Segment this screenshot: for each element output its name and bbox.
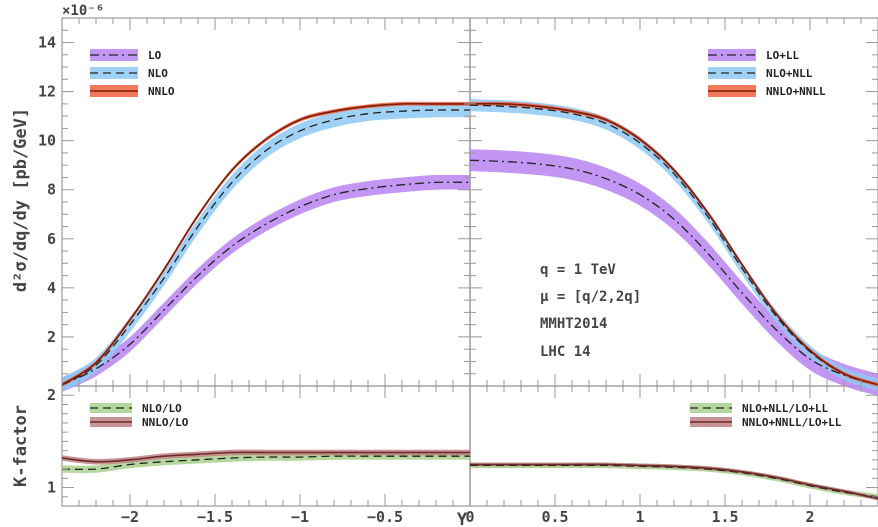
legend-label-nnlo: NNLO	[148, 85, 175, 98]
main-y-tick-label: 8	[47, 181, 56, 199]
x-tick-label: 2	[805, 508, 814, 526]
line-lo-ll-right	[469, 159, 878, 386]
line-nlo-nll-right	[469, 104, 878, 386]
band-nnlo-nnll-right	[470, 101, 878, 387]
legends: LONLONNLOLO+LLNLO+NLLNNLO+NNLLNLO/LONNLO…	[90, 49, 842, 429]
x-tick-label: 1	[635, 508, 644, 526]
annotation-scale: μ = [q/2,2q]	[540, 289, 641, 305]
legend-label-nnlo-nnll: NNLO+NNLL	[766, 85, 826, 98]
main-lines	[61, 102, 878, 386]
legend-label-nlo-nll: NLO+NLL	[766, 67, 813, 80]
x-tick-label: −0.5	[367, 508, 403, 526]
x-tick-label: −1.5	[197, 508, 233, 526]
main-y-tick-label: 4	[47, 279, 56, 297]
band-nlo-lo-left	[62, 452, 470, 474]
ratio-lines	[61, 451, 878, 500]
main-y-tick-label: 2	[47, 328, 56, 346]
axis-ticks	[61, 18, 878, 506]
legend-label-nlo-lo: NLO/LO	[142, 402, 182, 415]
band-nlo-nll-right	[470, 99, 878, 391]
band-lo-left	[62, 174, 470, 393]
ratio-y-axis-title: K-factor	[11, 405, 31, 487]
annotation-energy: q = 1 TeV	[540, 262, 616, 278]
annotation-collider: LHC 14	[540, 344, 591, 360]
line-nlo-left	[61, 109, 471, 386]
x-axis-title: Y	[457, 510, 468, 527]
legend-label-nnlo-lo: NNLO/LO	[142, 416, 189, 429]
band-nnlo-lo-left	[62, 449, 470, 465]
line-nnlo-left	[61, 102, 470, 386]
main-y-tick-label: 6	[47, 230, 56, 248]
line-nnlo-nnll-right	[469, 102, 878, 386]
legend-label-nlo-nll-lo-ll: NLO+NLL/LO+LL	[742, 402, 828, 415]
x-tick-label: 1.5	[711, 508, 738, 526]
line-lo-left	[61, 181, 471, 386]
band-nlo-left	[62, 102, 470, 393]
x-tick-label: −1	[291, 508, 309, 526]
legend-label-lo-ll: LO+LL	[766, 49, 799, 62]
legend-label-nnlo-nnll-lo-ll: NNLO+NNLL/LO+LL	[742, 416, 842, 429]
legend-swatch-nlo-nll	[708, 67, 756, 79]
legend-swatch-nlo	[90, 67, 138, 79]
x-tick-label: 0	[465, 508, 474, 526]
x-tick-label: −2	[121, 508, 139, 526]
line-nnlo-lo-left	[61, 451, 470, 463]
main-y-tick-label: 10	[38, 132, 56, 150]
line-nlo-lo-left	[61, 455, 470, 471]
main-y-tick-label: 14	[38, 34, 56, 52]
main-y-tick-label: 12	[38, 83, 56, 101]
x-tick-label: 0.5	[541, 508, 568, 526]
line-nnlo-nnll-lo-ll-right	[470, 463, 878, 500]
band-lo-ll-right	[470, 149, 878, 396]
ratio-y-tick-label: 1	[47, 479, 56, 497]
ratio-y-tick-label: 2	[47, 386, 56, 404]
annotation-pdf: MMHT2014	[540, 316, 607, 332]
y-scale-label: ×10⁻⁶	[62, 3, 104, 19]
legend-label-nlo: NLO	[148, 67, 168, 80]
legend-label-lo: LO	[148, 49, 162, 62]
main-y-axis-title: d²σ/dq/dy [pb/GeV]	[11, 108, 31, 292]
line-nlo-nll-lo-ll-right	[469, 464, 878, 498]
